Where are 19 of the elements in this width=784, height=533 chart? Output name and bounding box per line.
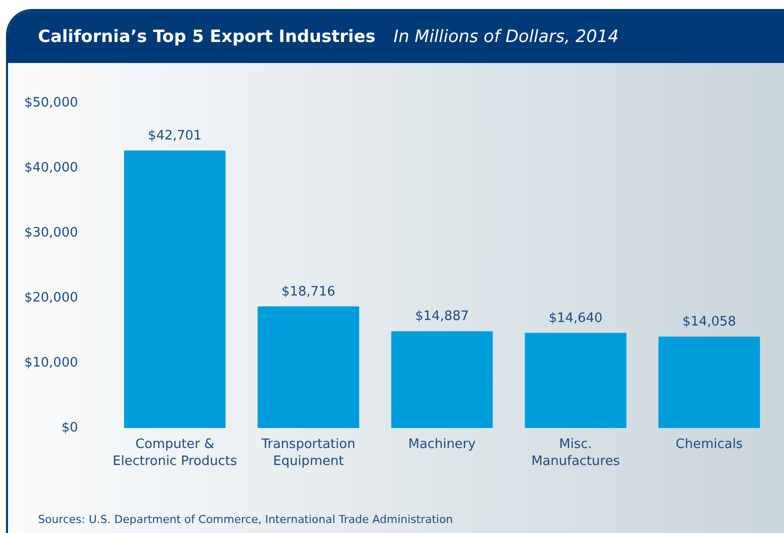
x-tick-label: Machinery (408, 437, 476, 452)
x-tick-label: Computer & Electronic Products (112, 437, 238, 469)
y-tick-label: $0 (61, 420, 78, 436)
x-tick-label: Misc. Manufactures (531, 437, 620, 469)
y-tick-label: $30,000 (24, 226, 78, 240)
y-tick-label: $10,000 (24, 356, 78, 370)
x-tick-label: Transportation Equipment (260, 437, 356, 469)
chart-subtitle: In Millions of Dollars, 2014 (393, 27, 619, 47)
source-note: Sources: U.S. Department of Commerce, International Trade Administration (38, 513, 453, 526)
y-tick-label: $50,000 (24, 96, 78, 110)
y-tick-label: $40,000 (24, 160, 78, 176)
data-label: $14,887 (415, 309, 469, 324)
data-label: $42,701 (148, 128, 202, 144)
y-tick-label: $20,000 (24, 290, 78, 306)
x-tick-label: Chemicals (676, 437, 743, 452)
data-label: $14,640 (548, 310, 602, 326)
data-label: $18,716 (282, 284, 336, 300)
chart-title: California’s Top 5 Export Industries (38, 27, 376, 47)
data-label: $14,058 (682, 314, 736, 330)
